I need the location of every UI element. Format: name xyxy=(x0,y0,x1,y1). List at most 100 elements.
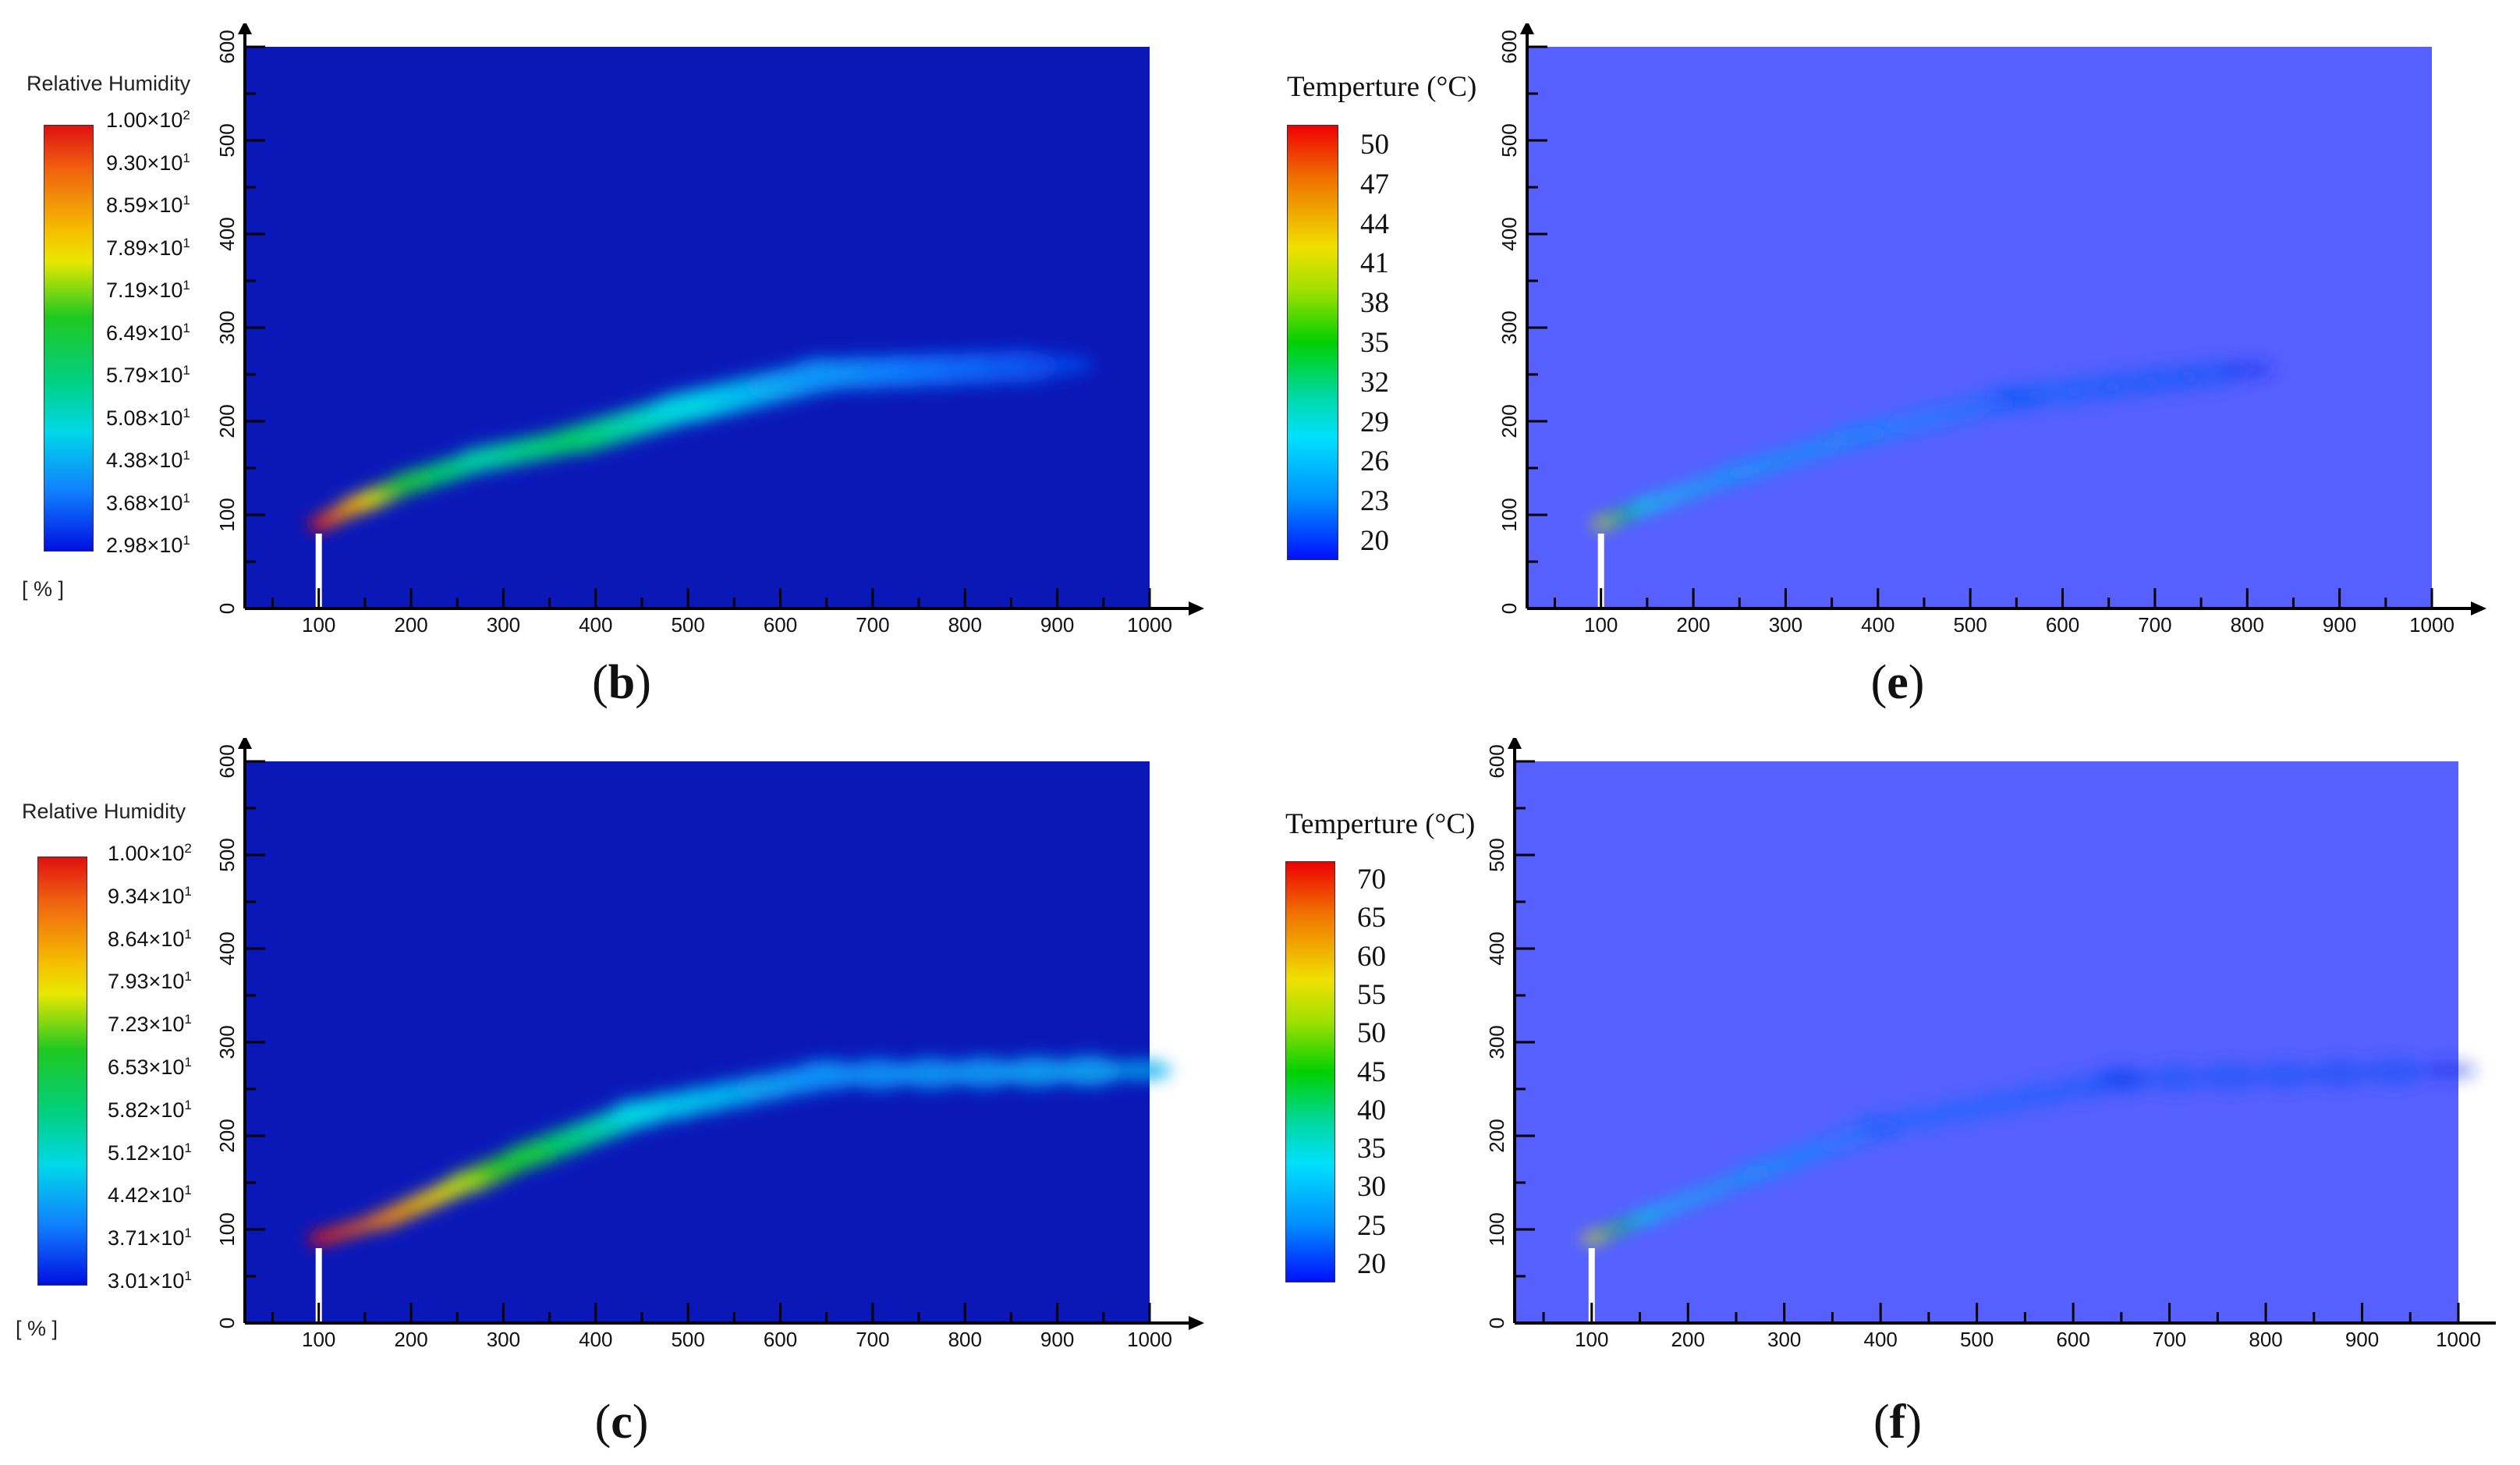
y-tick-label: 400 xyxy=(215,931,239,965)
y-axis-arrow xyxy=(238,23,252,34)
y-tick-label: 400 xyxy=(1497,217,1521,250)
plume-point xyxy=(661,398,716,417)
x-tick-label: 300 xyxy=(1767,1328,1801,1351)
plume-point xyxy=(1637,1209,1661,1222)
panel-caption: (b) xyxy=(592,656,651,709)
x-tick-label: 200 xyxy=(394,1328,427,1351)
colorbar-tick-label: 29 xyxy=(1360,406,1389,438)
plume-point xyxy=(2220,360,2275,379)
x-tick-label: 700 xyxy=(856,613,889,637)
stack xyxy=(315,1248,322,1323)
heatmap-plot: 100 200 300 400 500 600 700 800 900 1000 0 100 200 30… xyxy=(1497,23,2486,637)
colorbar-tick-label: 32 xyxy=(1360,366,1389,399)
stack xyxy=(1588,1248,1595,1323)
y-tick-label: 200 xyxy=(215,1119,239,1152)
colorbar-tick-label: 6.53×101 xyxy=(108,1055,192,1079)
y-tick-label: 300 xyxy=(215,1025,239,1059)
plume-point xyxy=(1840,427,1880,443)
colorbar-tick-label: 45 xyxy=(1357,1055,1386,1088)
plume-point xyxy=(310,519,327,530)
x-tick-label: 300 xyxy=(1769,613,1802,637)
plume-point xyxy=(799,1066,854,1084)
plume-blob xyxy=(2200,1063,2260,1090)
colorbar-tick-label: 55 xyxy=(1357,978,1386,1011)
y-axis-arrow xyxy=(1508,738,1522,749)
colorbar-tick-label: 7.19×101 xyxy=(106,278,190,302)
plume-point xyxy=(2097,1071,2145,1088)
heatmap-field xyxy=(245,47,1150,608)
panel-caption: (f) xyxy=(1873,1396,1922,1449)
plume-point xyxy=(465,451,505,466)
plume-point xyxy=(395,475,427,489)
colorbar-tick-label: 3.71×101 xyxy=(108,1226,192,1250)
x-tick-label: 600 xyxy=(2046,613,2079,637)
y-axis-arrow xyxy=(238,738,252,749)
plume-point xyxy=(371,1214,395,1226)
colorbar-tick-label: 65 xyxy=(1357,902,1386,935)
y-tick-label: 100 xyxy=(215,1212,239,1246)
colorbar-tick-label: 6.49×101 xyxy=(106,320,190,345)
y-tick-label: 0 xyxy=(215,603,239,614)
colorbar-tick-label: 60 xyxy=(1357,940,1386,973)
colorbar-unit: [ % ] xyxy=(16,1317,58,1340)
x-tick-label: 900 xyxy=(1040,613,1074,637)
plume xyxy=(1590,360,2275,531)
plume-blob xyxy=(896,1059,966,1088)
colorbar-tick-label: 7.89×101 xyxy=(106,235,190,260)
x-tick-label: 900 xyxy=(1040,1328,1074,1351)
colorbar-title: Temperture (°C) xyxy=(1287,71,1477,103)
plume-point xyxy=(310,1233,327,1244)
colorbar-tick-label: 7.23×101 xyxy=(108,1012,192,1037)
x-tick-label: 800 xyxy=(948,1328,982,1351)
plume xyxy=(307,1056,1172,1246)
colorbar-tick-label: 23 xyxy=(1360,485,1389,518)
axes: 100 200 300 400 500 600 700 800 900 1000 0 100 200 30… xyxy=(215,738,1204,1351)
y-tick-label: 400 xyxy=(1485,931,1508,965)
colorbar-tick-label: 5.82×101 xyxy=(108,1097,192,1122)
colorbar-tick-label: 70 xyxy=(1357,864,1386,896)
plume-blob xyxy=(2146,1065,2206,1091)
plume-blob xyxy=(1001,1057,1071,1087)
x-tick-label: 800 xyxy=(2249,1328,2282,1351)
x-tick-label: 100 xyxy=(1584,613,1618,637)
colorbar-tick-label: 7.93×101 xyxy=(108,969,192,994)
axes: 100 200 300 400 500 600 700 800 900 1000 0 100 200 30… xyxy=(1497,23,2486,637)
heatmap-plot: 100 200 300 400 500 600 700 800 900 1000 0 100 200 30… xyxy=(1485,738,2496,1351)
plume-blob xyxy=(1936,1099,1987,1123)
stack xyxy=(1597,534,1604,608)
colorbar-tick-label: 50 xyxy=(1360,129,1389,161)
colorbar-tick-label: 8.59×101 xyxy=(106,193,190,217)
heatmap-field xyxy=(1515,761,2458,1323)
y-tick-label: 200 xyxy=(1485,1119,1508,1152)
axes: 100 200 300 400 500 600 700 800 900 1000 0 100 200 30… xyxy=(215,23,1204,637)
y-tick-label: 0 xyxy=(1485,1318,1508,1328)
plume-point xyxy=(554,431,601,449)
x-tick-label: 1000 xyxy=(1127,1328,1172,1351)
x-tick-label: 700 xyxy=(856,1328,889,1351)
plume-point xyxy=(795,364,858,385)
y-tick-label: 600 xyxy=(1497,30,1521,63)
x-tick-label: 400 xyxy=(1861,613,1894,637)
plume-point xyxy=(1635,499,1659,512)
y-tick-label: 200 xyxy=(215,404,239,438)
panel-caption: (e) xyxy=(1870,656,1925,709)
plume-point xyxy=(1724,466,1756,480)
plume-blob xyxy=(2309,1060,2369,1087)
x-tick-label: 400 xyxy=(1863,1328,1897,1351)
colorbar-tick-label: 50 xyxy=(1357,1017,1386,1050)
plume-point xyxy=(1593,519,1609,530)
colorbar-title: Relative Humidity xyxy=(22,800,186,823)
colorbar-tick-label: 30 xyxy=(1357,1171,1386,1204)
x-tick-label: 1000 xyxy=(2436,1328,2481,1351)
plume-blob xyxy=(1895,1107,1946,1130)
x-tick-label: 200 xyxy=(1671,1328,1705,1351)
x-tick-label: 400 xyxy=(579,613,612,637)
y-tick-label: 600 xyxy=(215,744,239,778)
colorbar-title: Temperture (°C) xyxy=(1285,808,1476,840)
colorbar-tick-label: 9.34×101 xyxy=(108,883,192,908)
colorbar-tick-label: 5.08×101 xyxy=(106,405,190,430)
y-tick-label: 100 xyxy=(215,498,239,531)
x-tick-label: 500 xyxy=(671,613,704,637)
colorbar-tick-label: 25 xyxy=(1357,1209,1386,1242)
colorbar-tick-label: 4.42×101 xyxy=(108,1183,192,1208)
